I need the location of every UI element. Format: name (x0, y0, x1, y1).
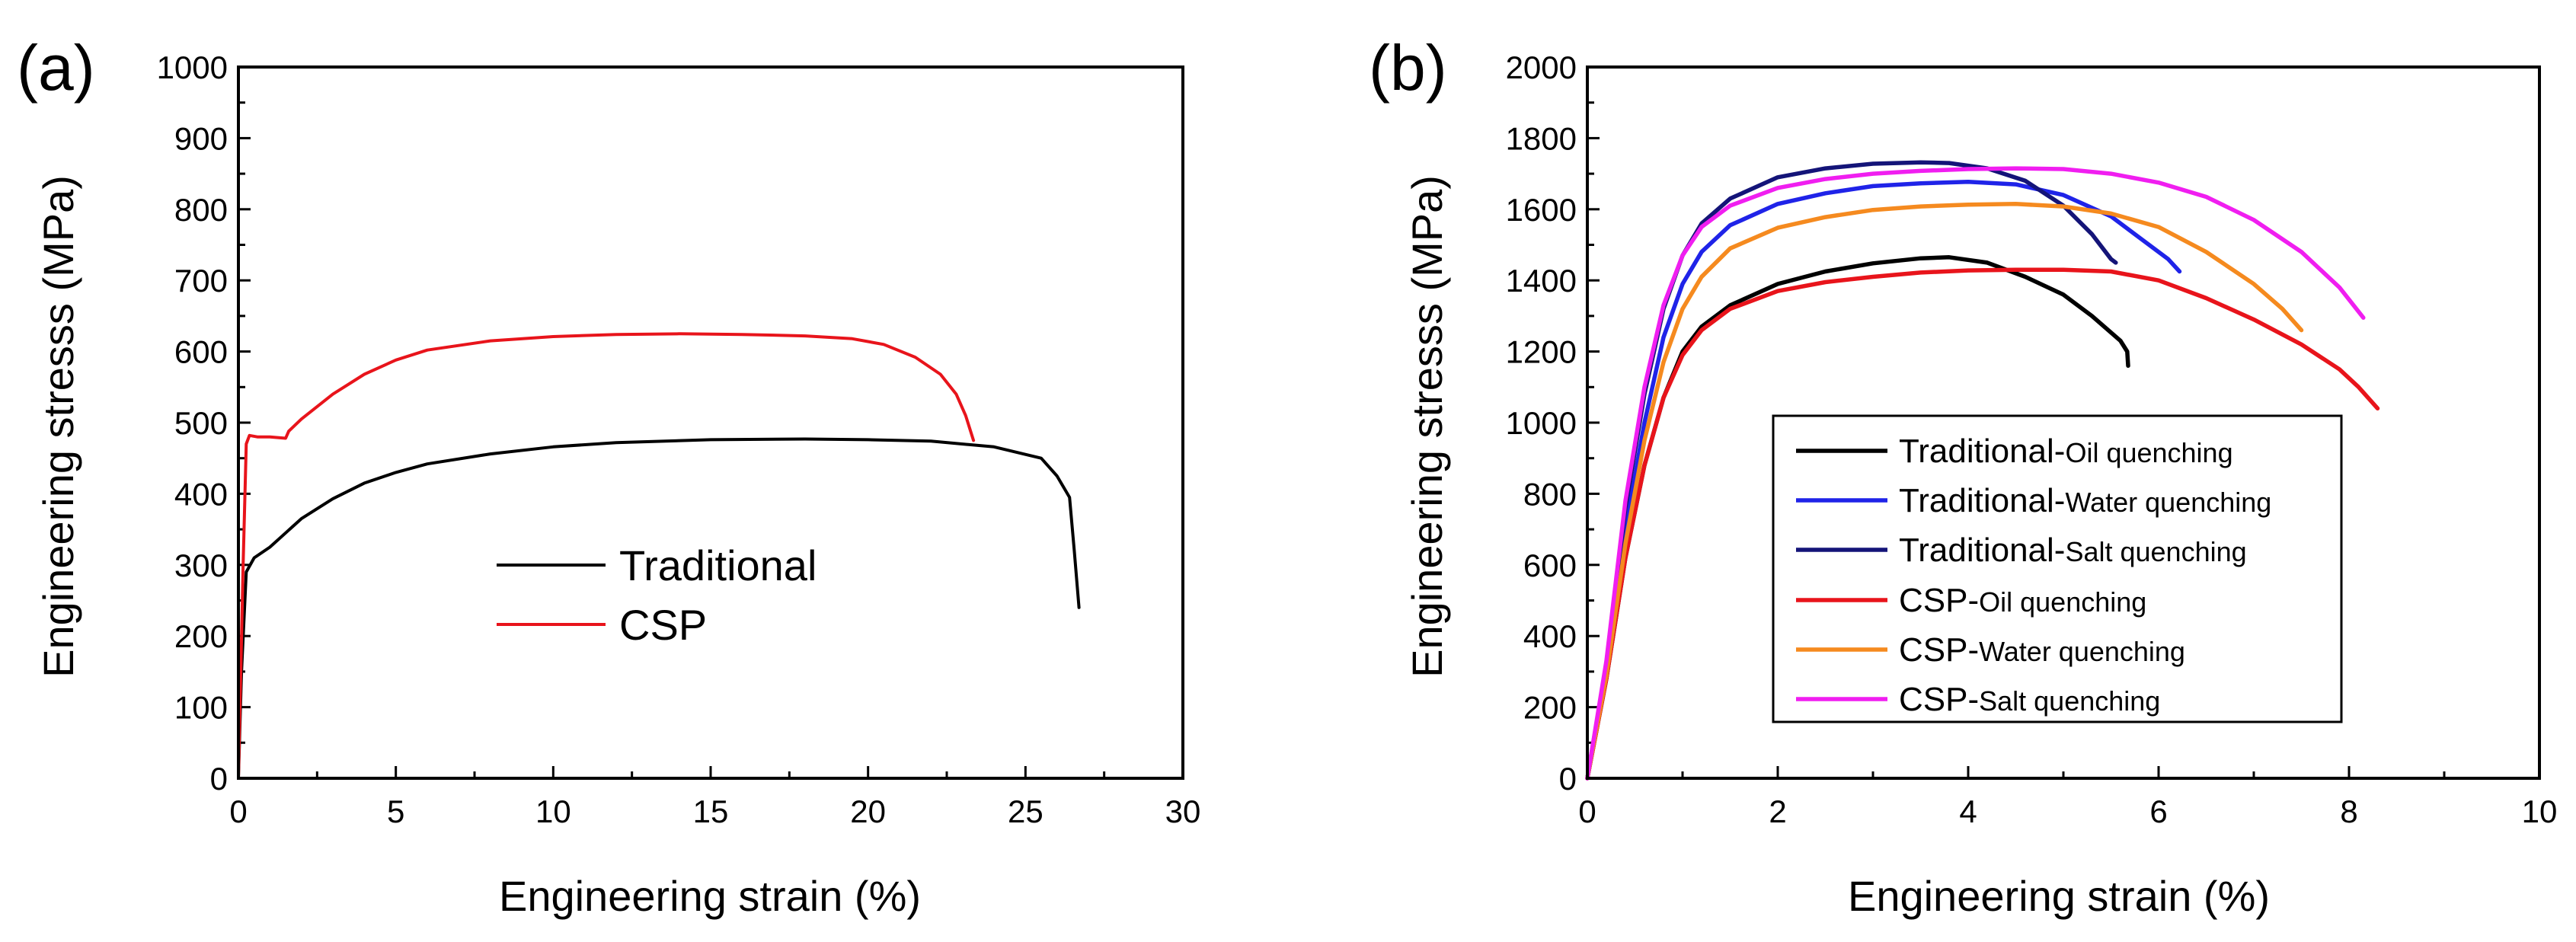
panel-a-xlabel: Engineering strain (%) (499, 872, 921, 920)
legend-label-sub: Salt quenching (2065, 536, 2246, 567)
legend-label-main: CSP- (1899, 681, 1979, 718)
y-tick-label: 600 (1523, 548, 1577, 583)
x-tick-label: 25 (1008, 794, 1044, 829)
y-tick-label: 200 (1523, 690, 1577, 726)
y-tick-label: 1200 (1506, 334, 1577, 370)
y-tick-label: 0 (210, 761, 228, 797)
panel-b-legend: Traditional-Oil quenchingTraditional-Wat… (1772, 414, 2343, 723)
x-tick-label: 5 (387, 794, 404, 829)
legend-label: Traditional-Salt quenching (1899, 532, 2247, 569)
y-tick-label: 1000 (157, 49, 228, 85)
legend-label: CSP-Oil quenching (1899, 582, 2146, 619)
legend-label: Traditional (619, 541, 817, 589)
panel-b-xlabel: Engineering strain (%) (1848, 872, 2270, 920)
legend-label: Traditional-Oil quenching (1899, 433, 2233, 470)
series-line-b-1 (1585, 180, 2182, 781)
series-line-a-1 (237, 332, 976, 780)
panel-a-plot-frame (237, 65, 1184, 780)
y-tick-label: 1600 (1506, 192, 1577, 228)
y-tick-label: 700 (174, 263, 228, 299)
legend-label: CSP (619, 601, 707, 649)
y-tick-label: 400 (174, 476, 228, 512)
series-line-b-3 (1585, 267, 2380, 781)
panel-a-legend: Traditional CSP (497, 541, 817, 649)
y-tick-label: 1800 (1506, 120, 1577, 156)
y-tick-label: 2000 (1506, 49, 1577, 85)
y-tick-label: 100 (174, 690, 228, 726)
x-tick-label: 0 (229, 794, 247, 829)
y-tick-label: 800 (174, 192, 228, 228)
panel-b: (b) Engineering strain (%) Engineering s… (1369, 32, 2557, 920)
x-tick-label: 6 (2149, 794, 2167, 829)
series-line-b-5 (1585, 166, 2366, 781)
legend-label-main: CSP- (1899, 582, 1979, 619)
legend-box (1772, 414, 2343, 723)
panel-b-label: (b) (1369, 32, 1447, 104)
panel-a-series-group (237, 332, 1081, 780)
y-tick-label: 200 (174, 618, 228, 654)
panel-b-ylabel: Engineering stresss (MPa) (1403, 175, 1451, 678)
panel-a-ylabel: Engineering stresss (MPa) (34, 175, 82, 678)
legend-label-main: Traditional- (1899, 532, 2065, 569)
legend-label: CSP-Water quenching (1899, 631, 2185, 669)
x-tick-label: 30 (1165, 794, 1201, 829)
x-tick-label: 15 (693, 794, 729, 829)
y-tick-label: 800 (1523, 476, 1577, 512)
legend-label-sub: Water quenching (1979, 636, 2185, 667)
x-tick-label: 4 (1959, 794, 1977, 829)
panel-a: (a) Engineering strain (%) Engineering s… (17, 32, 1200, 920)
series-line-a-0 (237, 437, 1081, 780)
legend-label-sub: Water quenching (2065, 487, 2271, 518)
x-tick-label: 10 (535, 794, 571, 829)
y-tick-label: 1000 (1506, 405, 1577, 441)
legend-label: Traditional-Water quenching (1899, 482, 2271, 519)
legend-label-main: Traditional- (1899, 433, 2065, 470)
legend-label-main: Traditional- (1899, 482, 2065, 519)
x-tick-label: 20 (850, 794, 886, 829)
y-tick-label: 300 (174, 548, 228, 583)
legend-label: CSP-Salt quenching (1899, 681, 2160, 718)
y-tick-label: 600 (174, 334, 228, 370)
y-tick-label: 0 (1559, 761, 1577, 797)
legend-label-sub: Oil quenching (1979, 586, 2146, 618)
panel-a-axes: 0 5 10 15 20 25 300100200300400500600700800900… (157, 49, 1201, 829)
legend-label-sub: Salt quenching (1979, 685, 2160, 717)
x-tick-label: 2 (1769, 794, 1786, 829)
legend-label-main: CSP- (1899, 631, 1979, 669)
panel-b-plot-frame (1586, 65, 2541, 780)
panel-a-label: (a) (17, 32, 95, 104)
panel-b-series-group (1585, 160, 2380, 781)
y-tick-label: 400 (1523, 618, 1577, 654)
x-tick-label: 10 (2522, 794, 2558, 829)
series-line-b-4 (1585, 202, 2304, 781)
y-tick-label: 900 (174, 120, 228, 156)
panel-b-axes: 0 2 4 6 8 10 0 200 400 600 800 1000 1200 1400 1600 1800… (1506, 49, 2558, 829)
x-tick-label: 0 (1578, 794, 1596, 829)
y-tick-label: 1400 (1506, 263, 1577, 299)
x-tick-label: 8 (2340, 794, 2357, 829)
legend-label-sub: Oil quenching (2065, 437, 2232, 468)
y-tick-label: 500 (174, 405, 228, 441)
